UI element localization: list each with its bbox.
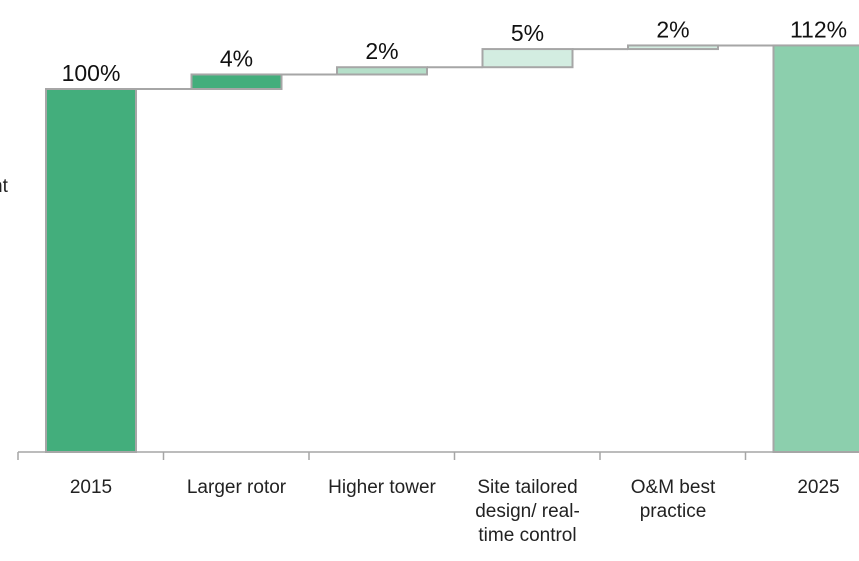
category-label-2015: 2015 — [70, 477, 112, 498]
value-label-site-tailored: 5% — [511, 20, 544, 46]
value-labels-group: 100% 4% 2% 5% 2% 112% — [62, 16, 847, 86]
bar-2025 — [772, 44, 859, 453]
category-label-2025: 2025 — [797, 477, 839, 498]
bar-site-tailored — [481, 48, 574, 69]
category-label-higher-tower: Higher tower — [328, 477, 436, 498]
value-label-higher-tower: 2% — [365, 38, 398, 64]
category-label-larger-rotor: Larger rotor — [187, 477, 287, 498]
x-axis-ticks — [17, 452, 747, 460]
category-labels-group: 2015 Larger rotor Higher tower Site tailore… — [70, 477, 840, 546]
y-axis-label: nt — [0, 176, 9, 197]
connector-lines — [136, 44, 774, 90]
value-label-2025: 112% — [790, 16, 847, 42]
bar-larger-rotor — [190, 73, 283, 91]
bar-om-best-practice — [627, 44, 719, 51]
value-label-om-best-practice: 2% — [656, 16, 689, 42]
category-label-om-best-practice: O&M best practice — [631, 477, 716, 522]
value-label-larger-rotor: 4% — [220, 45, 253, 71]
bar-2015 — [45, 88, 137, 453]
value-label-2015: 100% — [62, 60, 121, 86]
bars-group — [45, 44, 859, 453]
bar-higher-tower — [336, 66, 428, 76]
category-label-site-tailored: Site tailored design/ real-time control — [475, 477, 580, 546]
